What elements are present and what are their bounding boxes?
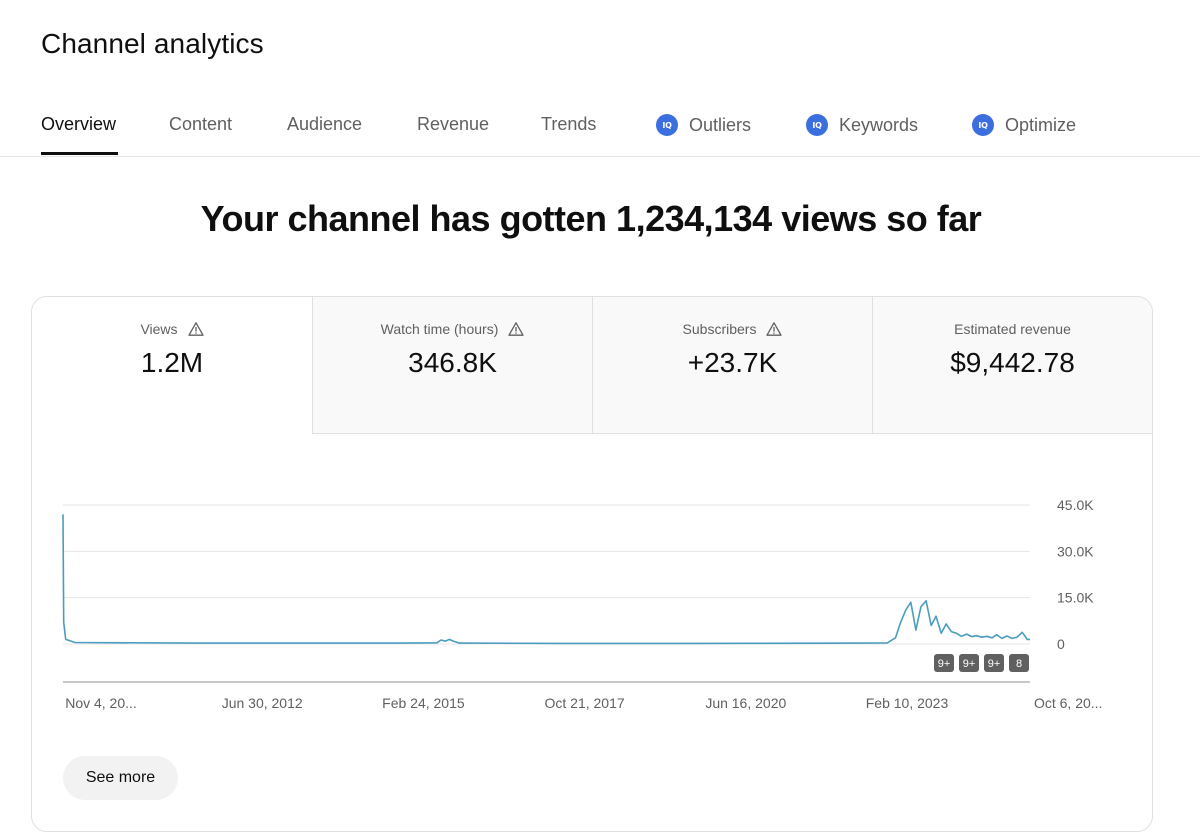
tab-label: Keywords	[839, 114, 919, 135]
warning-icon	[187, 322, 204, 336]
annotation-label: 8	[1016, 658, 1022, 670]
views-headline: Your channel has gotten 1,234,134 views …	[200, 198, 982, 239]
metric-watch-time[interactable]: Watch time (hours) 346.8K	[312, 297, 592, 434]
x-tick-label: Jun 16, 2020	[705, 695, 786, 711]
x-tick-label: Jun 30, 2012	[222, 695, 303, 711]
tab-audience[interactable]: Audience	[287, 114, 362, 135]
series-line	[62, 514, 1030, 645]
metric-value: 1.2M	[140, 347, 204, 378]
vidiq-icon: IQ	[972, 114, 994, 136]
y-tick-label: 15.0K	[1057, 590, 1094, 606]
metric-value: 346.8K	[408, 347, 497, 378]
metric-label-row: Estimated revenue	[873, 321, 1152, 337]
annotation-badge-bg	[984, 654, 1004, 672]
badge-text: IQ	[978, 120, 988, 130]
tab-label: Overview	[41, 114, 117, 134]
metric-label: Subscribers	[682, 321, 757, 337]
page-title: Channel analytics	[41, 28, 264, 59]
warning-icon	[508, 322, 525, 336]
metric-label-row: Views	[32, 321, 312, 337]
see-more-button[interactable]: See more	[63, 756, 178, 800]
x-tick-label: Nov 4, 20...	[65, 695, 137, 711]
x-tick-label: Oct 21, 2017	[545, 695, 625, 711]
tab-label: Optimize	[1005, 114, 1077, 135]
tab-revenue[interactable]: Revenue	[417, 114, 489, 135]
tab-overview[interactable]: Overview	[41, 114, 116, 135]
vidiq-icon: IQ	[806, 114, 828, 136]
annotation-badge-bg	[959, 654, 979, 672]
annotation-badge[interactable]: 8	[1009, 654, 1029, 672]
badge-text: IQ	[662, 120, 672, 130]
warning-icon	[766, 322, 783, 336]
annotation-label: 9+	[938, 658, 951, 670]
active-tab-indicator	[41, 152, 118, 155]
tab-keywords[interactable]: IQ Keywords	[806, 114, 918, 136]
tab-label: Outliers	[689, 114, 752, 135]
annotation-badge[interactable]: 9+	[959, 654, 979, 672]
tab-optimize[interactable]: IQ Optimize	[972, 114, 1076, 136]
tab-label: Revenue	[417, 114, 490, 134]
metric-value: $9,442.78	[950, 347, 1075, 378]
tab-outliers[interactable]: IQ Outliers	[656, 114, 751, 136]
metric-label: Watch time (hours)	[380, 321, 499, 337]
metric-label: Estimated revenue	[954, 321, 1071, 337]
annotation-label: 9+	[963, 658, 976, 670]
x-tick-label: Oct 6, 20...	[1034, 695, 1102, 711]
tab-label: Trends	[541, 114, 597, 134]
y-tick-label: 30.0K	[1057, 543, 1094, 559]
metric-value: +23.7K	[687, 347, 778, 378]
metric-label-row: Subscribers	[593, 321, 872, 337]
tab-content[interactable]: Content	[169, 114, 232, 135]
annotation-label: 9+	[988, 658, 1001, 670]
metric-estimated-revenue[interactable]: Estimated revenue $9,442.78	[872, 297, 1152, 434]
x-tick-label: Feb 10, 2023	[866, 695, 949, 711]
metric-label: Views	[140, 321, 178, 337]
annotation-badge[interactable]: 9+	[984, 654, 1004, 672]
tab-trends[interactable]: Trends	[541, 114, 596, 135]
tab-label: Audience	[287, 114, 363, 134]
metric-label-row: Watch time (hours)	[313, 321, 592, 337]
y-tick-label: 0	[1057, 636, 1065, 652]
views-chart: 45.0K 30.0K 15.0K 0 Nov 4, 20... Jun 30, 2012…	[62, 497, 1102, 711]
annotation-badge[interactable]: 9+	[934, 654, 954, 672]
tab-bar: Overview Content Audience Revenue Trends…	[0, 96, 1200, 157]
badge-text: IQ	[812, 120, 822, 130]
analytics-card: Views 1.2M Watch time (hours) 346.8K Sub…	[31, 296, 1153, 832]
x-tick-label: Feb 24, 2015	[382, 695, 465, 711]
y-tick-label: 45.0K	[1057, 497, 1094, 513]
metric-views[interactable]: Views 1.2M	[32, 297, 312, 434]
annotation-badge-bg	[1009, 654, 1029, 672]
tab-label: Content	[169, 114, 233, 134]
vidiq-icon: IQ	[656, 114, 678, 136]
metric-tabs: Views 1.2M Watch time (hours) 346.8K Sub…	[32, 297, 1152, 434]
annotation-badge-bg	[934, 654, 954, 672]
metric-subscribers[interactable]: Subscribers +23.7K	[592, 297, 872, 434]
